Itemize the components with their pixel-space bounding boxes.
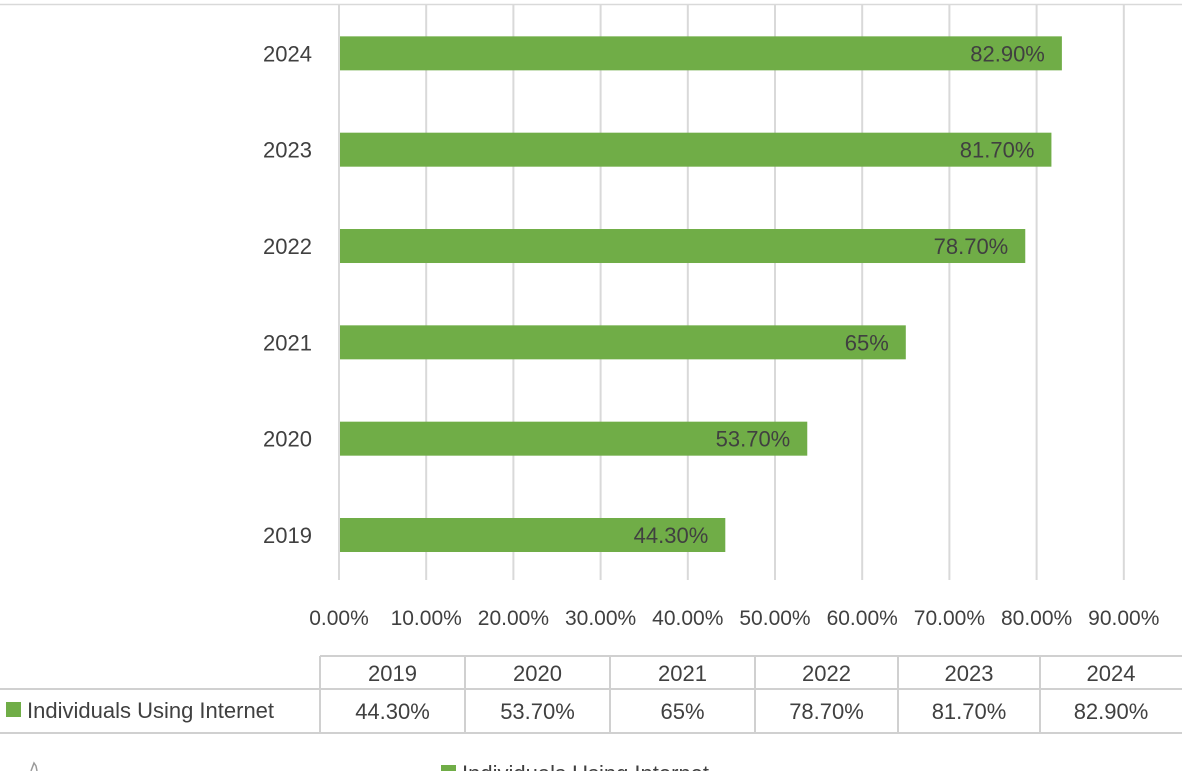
bar-data-label: 65% xyxy=(845,330,889,355)
table-value-cell: 53.70% xyxy=(500,699,575,724)
x-tick-label: 10.00% xyxy=(391,607,462,630)
table-value-cell: 44.30% xyxy=(355,699,430,724)
y-category-label: 2019 xyxy=(263,523,312,548)
table-header-cell: 2019 xyxy=(368,661,417,686)
table-header-cell: 2024 xyxy=(1087,661,1136,686)
bar-data-label: 78.70% xyxy=(934,234,1009,259)
table-header-cell: 2022 xyxy=(802,661,851,686)
x-tick-label: 80.00% xyxy=(1001,607,1072,630)
y-category-label: 2024 xyxy=(263,41,312,66)
table-value-cell: 82.90% xyxy=(1074,699,1149,724)
bar xyxy=(340,421,808,456)
table-header-cell: 2023 xyxy=(945,661,994,686)
table-value-cell: 78.70% xyxy=(789,699,864,724)
bar xyxy=(340,132,1052,167)
bar-data-label: 81.70% xyxy=(960,138,1035,163)
bottom-legend-key xyxy=(441,765,456,771)
y-category-label: 2021 xyxy=(263,330,312,355)
bar xyxy=(340,36,1062,71)
bar xyxy=(340,325,906,360)
bar-data-label: 53.70% xyxy=(716,427,791,452)
table-header-cell: 2021 xyxy=(658,661,707,686)
bar-data-label: 44.30% xyxy=(634,523,709,548)
x-tick-label: 70.00% xyxy=(914,607,985,630)
x-tick-label: 0.00% xyxy=(309,607,369,630)
table-row-label: Individuals Using Internet xyxy=(27,698,274,723)
x-tick-label: 40.00% xyxy=(652,607,723,630)
bottom-legend-label: Individuals Using Internet xyxy=(462,761,709,771)
table-value-cell: 65% xyxy=(660,699,704,724)
bar xyxy=(340,518,726,552)
x-tick-label: 20.00% xyxy=(478,607,549,630)
y-category-label: 2023 xyxy=(263,138,312,163)
table-header-cell: 2020 xyxy=(513,661,562,686)
y-category-label: 2022 xyxy=(263,234,312,259)
x-tick-label: 90.00% xyxy=(1088,607,1159,630)
y-category-label: 2020 xyxy=(263,427,312,452)
corner-mark-icon xyxy=(30,761,38,771)
x-tick-label: 30.00% xyxy=(565,607,636,630)
bar-data-label: 82.90% xyxy=(970,41,1045,66)
x-tick-label: 60.00% xyxy=(827,607,898,630)
table-value-cell: 81.70% xyxy=(932,699,1007,724)
table-legend-key xyxy=(6,702,21,717)
bar xyxy=(340,229,1026,264)
x-tick-label: 50.00% xyxy=(739,607,810,630)
